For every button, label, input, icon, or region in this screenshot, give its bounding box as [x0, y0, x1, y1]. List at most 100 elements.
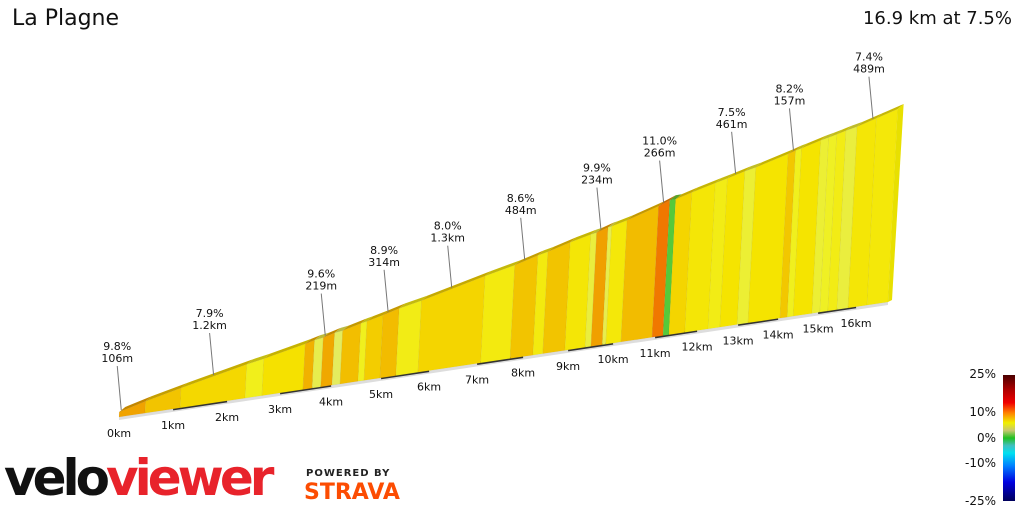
logo-viewer: viewer [106, 449, 274, 507]
profile-ridge [485, 260, 521, 276]
profile-ridge-shade [820, 132, 835, 141]
annotation-length: 489m [853, 63, 885, 76]
profile-ridge-shade [611, 215, 634, 227]
profile-ridge-shade [590, 227, 603, 235]
annotation-leader-line [209, 332, 215, 376]
profile-ridge-shade [305, 335, 321, 344]
profile-ridge [366, 310, 390, 322]
profile-end-face [888, 104, 904, 302]
profile-ridge-shade [145, 382, 188, 402]
veloviewer-logo: veloviewer [4, 448, 274, 508]
profile-ridge-shade [342, 318, 367, 331]
profile-ridge [119, 396, 152, 412]
profile-ridge-shade [537, 246, 554, 256]
gradient-strip [395, 300, 422, 376]
strava-logo: STRAVA [304, 480, 400, 505]
x-tick-label: 3km [268, 403, 292, 416]
annotation-leader-line [659, 160, 665, 203]
profile-ridge-shade [715, 173, 734, 184]
scale-label: 10% [969, 405, 996, 419]
x-tick-label: 10km [597, 353, 628, 366]
annotation-leader-line [447, 245, 453, 288]
profile-ridge [399, 295, 428, 309]
annotation-gradient: 8.6% [507, 192, 535, 205]
profile-ridge-shade [421, 270, 492, 301]
profile-ridge [145, 382, 188, 402]
annotation-gradient: 11.0% [642, 135, 677, 148]
annotation-length: 219m [305, 280, 337, 293]
logo-velo: velo [4, 449, 110, 507]
annotation-leader-line [320, 293, 326, 336]
profile-ridge-shade [788, 145, 802, 154]
annotation-length: 1.3km [430, 232, 465, 245]
profile-ridge-shade [727, 166, 751, 179]
annotation-gradient: 7.4% [855, 51, 883, 64]
profile-ridge-shade [795, 143, 808, 151]
gradient-color-scale [1003, 375, 1015, 501]
profile-ridge-shade [828, 129, 843, 138]
profile-ridge [691, 178, 722, 193]
profile-ridge [514, 250, 544, 266]
profile-ridge [421, 270, 492, 301]
profile-ridge [857, 113, 883, 127]
profile-ridge-shade [755, 148, 795, 168]
annotation-leader-line [788, 108, 794, 151]
profile-ridge-shade [360, 316, 373, 324]
profile-ridge [727, 166, 751, 179]
profile-ridge-shade [485, 260, 521, 276]
climb-title: La Plagne [12, 6, 120, 31]
profile-ridge-shade [514, 250, 544, 266]
profile-ridge-shade [836, 125, 852, 135]
scale-label: -10% [964, 456, 996, 470]
scale-label: -25% [964, 494, 996, 508]
profile-ridge-shade [658, 195, 676, 207]
profile-ridge [755, 148, 795, 168]
gradient-strip [261, 343, 306, 396]
annotation-gradient: 9.9% [583, 162, 611, 175]
profile-ridge-shade [570, 229, 597, 243]
profile-ridge-shade [596, 222, 615, 233]
annotation-gradient: 8.9% [370, 244, 398, 257]
km-band [654, 329, 698, 339]
profile-ridge-shade [744, 162, 762, 172]
profile-ridge-shade [323, 327, 341, 338]
annotation-length: 234m [581, 174, 613, 187]
annotation-length: 484m [505, 204, 537, 217]
annotation-gradient: 8.0% [434, 220, 462, 233]
profile-ridge [836, 125, 852, 135]
profile-ridge [342, 318, 367, 331]
annotation-gradient: 7.5% [718, 106, 746, 119]
profile-ridge-shade [675, 187, 698, 200]
profile-ridge [658, 195, 676, 207]
profile-ridge [334, 325, 349, 333]
powered-by-label: POWERED BY [306, 468, 391, 479]
profile-ridge [627, 201, 665, 221]
annotation-gradient: 9.6% [307, 268, 335, 281]
climb-summary: 16.9 km at 7.5% [862, 8, 1012, 29]
gradient-strip [244, 358, 265, 399]
profile-ridge-shade [801, 135, 827, 149]
profile-ridge-shade [669, 194, 682, 201]
x-tick-label: 1km [161, 419, 185, 432]
profile-ridge [788, 145, 802, 154]
profile-ridge [876, 104, 904, 119]
profile-ridge-shade [366, 310, 390, 322]
annotation-leader-line [520, 217, 526, 260]
scale-label: 0% [976, 431, 996, 445]
x-tick-label: 5km [369, 388, 393, 401]
profile-ridge-shade [181, 359, 253, 388]
annotation-length: 1.2km [192, 319, 227, 332]
profile-ridge [795, 143, 808, 151]
profile-ridge [383, 303, 406, 316]
profile-ridge [801, 135, 827, 149]
x-tick-label: 4km [319, 395, 343, 408]
profile-ridge-shade [608, 221, 618, 228]
profile-ridge-shade [876, 104, 904, 119]
profile-ridge [360, 316, 373, 324]
x-tick-label: 7km [465, 373, 489, 386]
x-tick-label: 14km [762, 328, 793, 341]
profile-ridge [263, 338, 312, 359]
gradient-strip [480, 264, 516, 364]
x-tick-label: 12km [681, 341, 712, 354]
